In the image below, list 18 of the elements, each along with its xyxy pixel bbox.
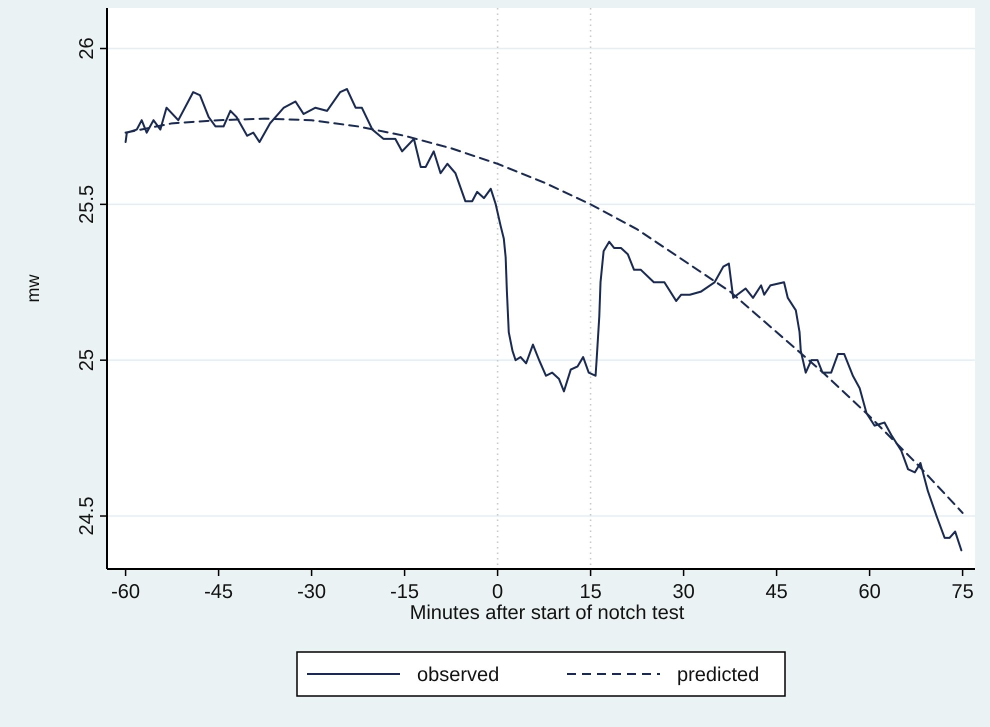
y-axis-title: mw bbox=[23, 274, 43, 302]
y-tick-label: 25 bbox=[76, 349, 98, 372]
x-tick-label: 75 bbox=[951, 581, 974, 603]
y-tick-label: 25.5 bbox=[76, 184, 98, 224]
x-tick-label: 45 bbox=[765, 581, 788, 603]
x-tick-label: 60 bbox=[858, 581, 881, 603]
x-axis-title: Minutes after start of notch test bbox=[410, 602, 685, 624]
x-tick-label: -45 bbox=[204, 581, 234, 603]
legend-label: observed bbox=[417, 664, 500, 686]
y-tick-label: 24.5 bbox=[76, 496, 98, 536]
y-tick-label: 26 bbox=[76, 37, 98, 60]
x-tick-label: 0 bbox=[492, 581, 504, 603]
x-tick-label: -15 bbox=[390, 581, 420, 603]
x-tick-label: -30 bbox=[297, 581, 326, 603]
x-tick-label: 15 bbox=[579, 581, 602, 603]
x-tick-label: -60 bbox=[111, 581, 140, 603]
legend-label: predicted bbox=[677, 664, 760, 686]
x-tick-label: 30 bbox=[672, 581, 695, 603]
